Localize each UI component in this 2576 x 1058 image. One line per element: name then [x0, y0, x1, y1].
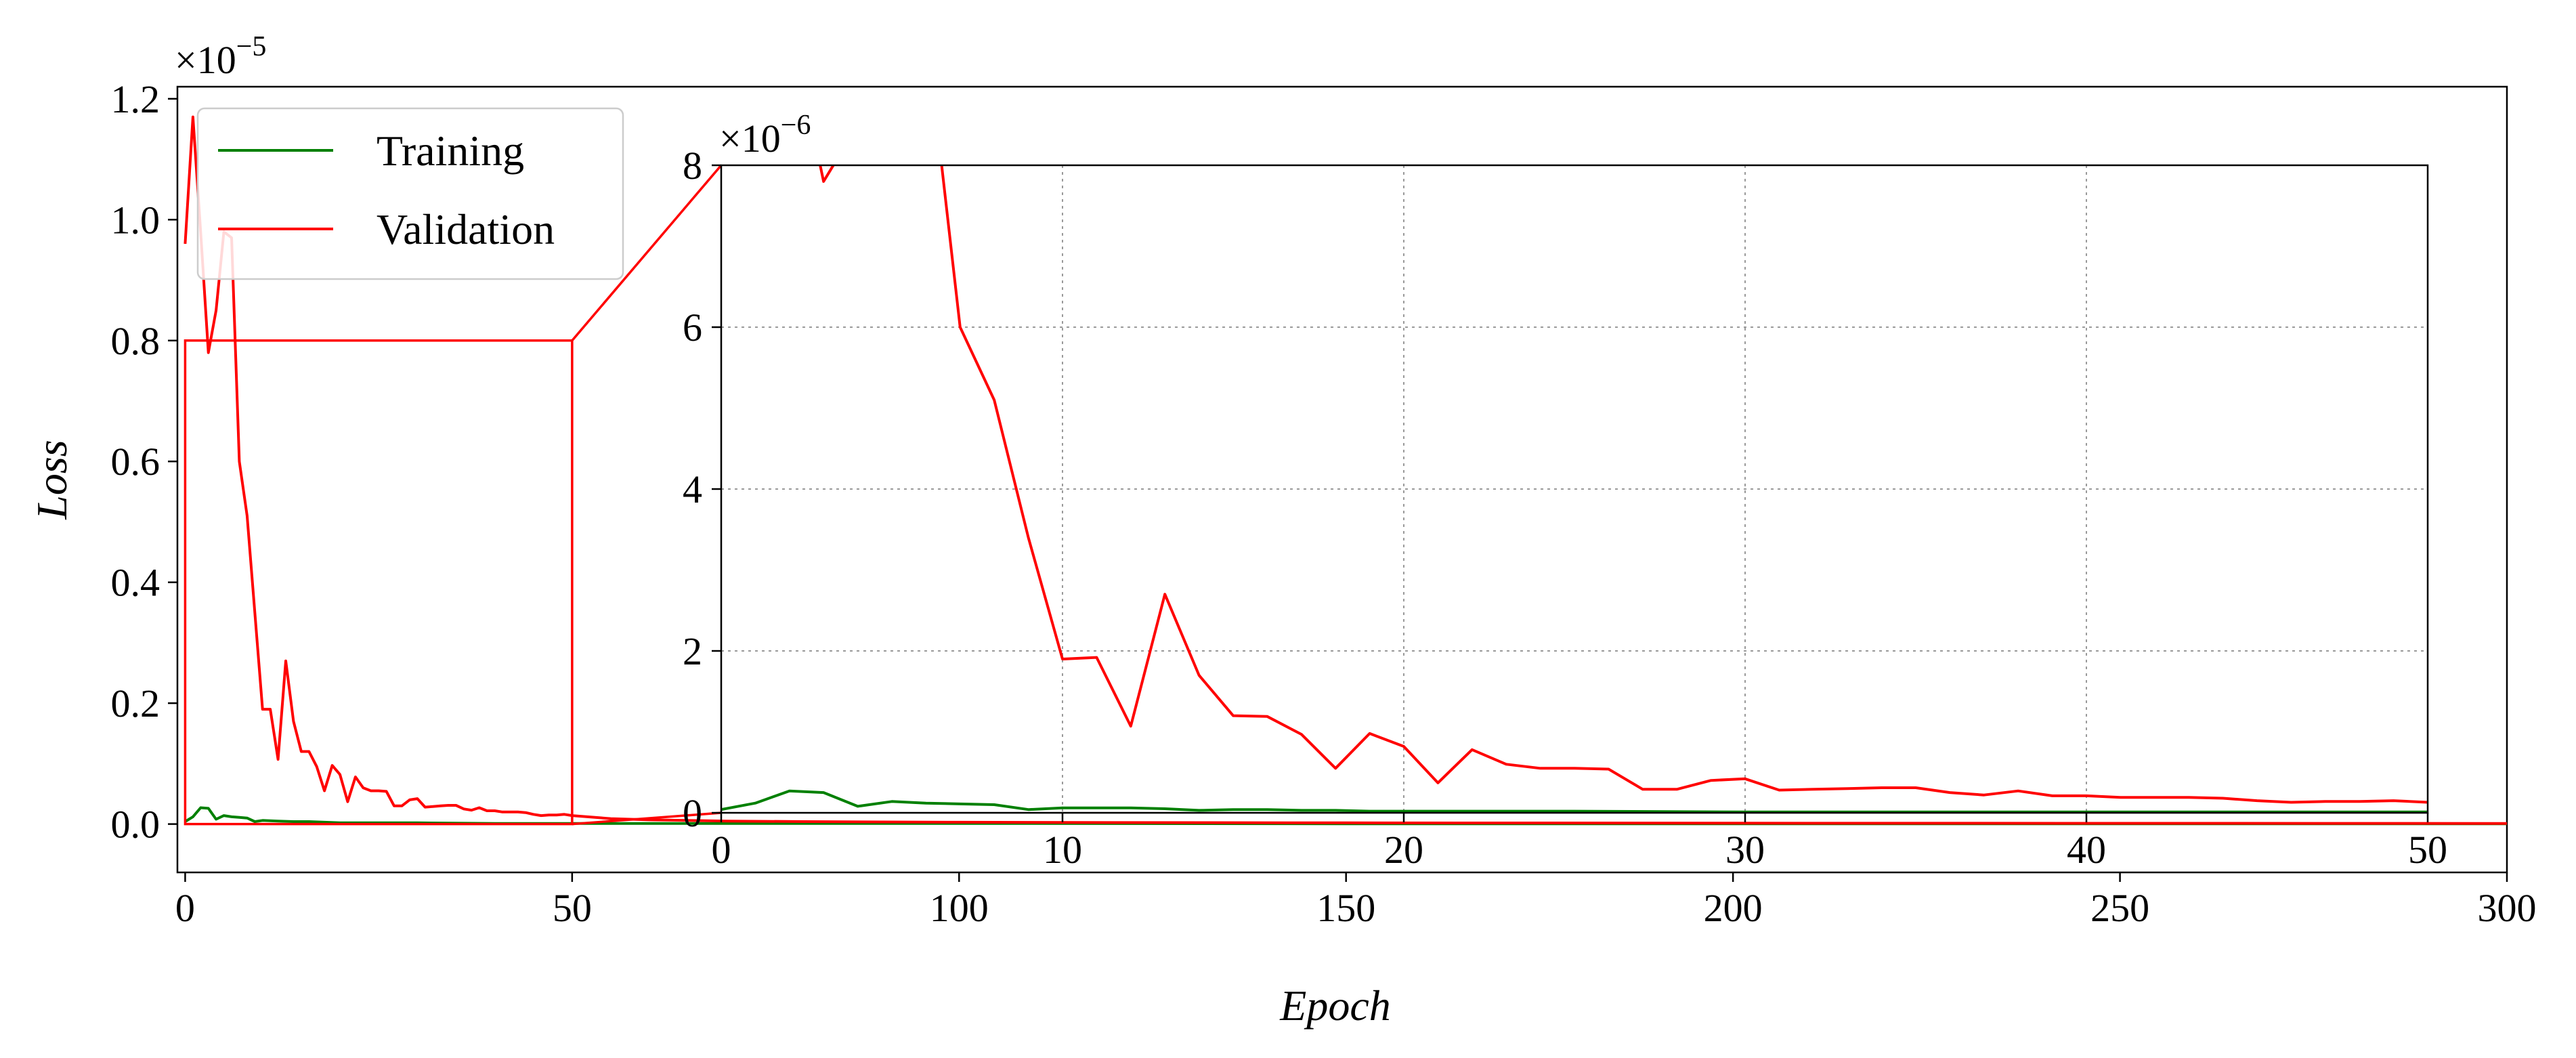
- inset-x-tick-label: 30: [1725, 828, 1765, 872]
- main-series-line-training: [184, 806, 2507, 826]
- x-axis-label: Epoch: [1279, 981, 1391, 1030]
- main-series-lines: [184, 115, 2507, 826]
- inset-y-multiplier: ×10−6: [719, 110, 811, 161]
- x-tick-label: 300: [2478, 886, 2537, 930]
- inset-y-tick-label: 8: [683, 144, 702, 188]
- inset-y-tick-label: 2: [683, 629, 702, 673]
- zoom-connector-bottom: [572, 811, 722, 826]
- x-tick-label: 0: [175, 886, 195, 930]
- zoom-region-box: [184, 339, 574, 826]
- x-tick-label: 50: [553, 886, 592, 930]
- y-tick-label: 0.4: [111, 561, 160, 605]
- y-tick-label: 0.0: [111, 803, 160, 847]
- inset-x-tick-label: 20: [1384, 828, 1423, 872]
- y-tick-label: 0.6: [111, 440, 160, 484]
- inset-x-tick-label: 50: [2408, 828, 2447, 872]
- inset-y-tick-label: 6: [683, 305, 702, 350]
- y-tick-label: 1.2: [111, 77, 160, 121]
- inset-axis-ticks: 0 10 20 30 40 50 0 2 4 6 8: [683, 144, 2447, 872]
- main-series-line-validation: [184, 115, 2507, 825]
- y-tick-label: 0.2: [111, 681, 160, 725]
- inset-x-tick-label: 40: [2067, 828, 2106, 872]
- legend-label-training: Training: [377, 127, 524, 175]
- inset-series-line-validation: [819, 165, 2428, 804]
- inset-x-tick-label: 10: [1043, 828, 1082, 872]
- inset-grid: [721, 165, 2428, 813]
- y-axis-label: Loss: [28, 440, 76, 520]
- inset-x-tick-label: 0: [712, 828, 731, 872]
- legend-label-validation: Validation: [377, 205, 555, 253]
- zoom-connector-top: [571, 164, 723, 341]
- legend: Training Validation: [196, 107, 624, 280]
- y-tick-label: 0.8: [111, 319, 160, 363]
- x-tick-label: 200: [1704, 886, 1763, 930]
- x-tick-label: 150: [1316, 886, 1375, 930]
- main-plot-frame: [176, 85, 2508, 874]
- inset-series-lines: [721, 165, 2428, 813]
- inset-y-tick-label: 4: [683, 467, 702, 511]
- zoom-indicator: [184, 164, 723, 826]
- inset-y-tick-label: 0: [683, 791, 702, 835]
- inset-series-line-training: [721, 789, 2428, 813]
- y-tick-label: 1.0: [111, 198, 160, 242]
- x-tick-label: 100: [930, 886, 989, 930]
- main-y-multiplier: ×10−5: [175, 31, 266, 82]
- x-tick-label: 250: [2090, 886, 2149, 930]
